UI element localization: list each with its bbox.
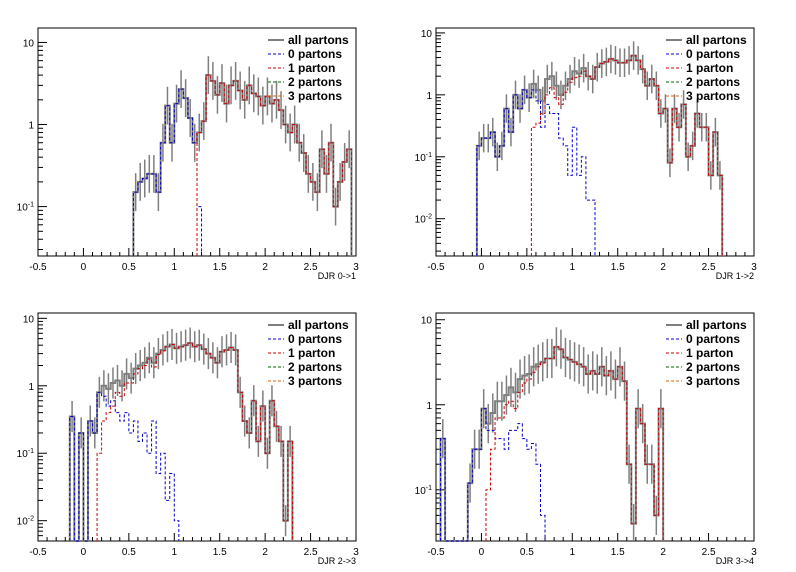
y-tick-label: 10: [421, 316, 433, 327]
legend-entry: all partons: [288, 33, 349, 47]
x-axis-label: DJR 1->2: [716, 271, 754, 281]
x-axis-label: DJR 3->4: [716, 556, 754, 566]
series-line: [485, 346, 664, 541]
y-tick-label: 10-2: [17, 516, 34, 528]
x-tick-label: 0: [81, 547, 87, 558]
y-tick-label: 1: [28, 121, 34, 132]
legend-entry: 2 partons: [686, 360, 740, 374]
series-line: [530, 55, 723, 256]
x-tick-label: 1: [570, 262, 576, 273]
x-axis-label: DJR 0->1: [318, 271, 356, 281]
x-tick-label: 0.5: [520, 547, 534, 558]
legend-entry: all partons: [288, 318, 349, 332]
legend-entry: 2 partons: [288, 75, 342, 89]
legend-entry: 0 partons: [686, 47, 740, 61]
y-tick-label: 10: [421, 29, 433, 40]
y-tick-label: 10-1: [415, 485, 432, 497]
x-tick-label: 1.5: [611, 547, 625, 558]
y-tick-label: 1: [28, 382, 34, 393]
y-tick-label: 10-2: [415, 214, 432, 226]
x-tick-label: 0: [81, 262, 87, 273]
x-tick-label: 3: [751, 547, 757, 558]
x-tick-label: 0.5: [122, 262, 136, 273]
x-tick-label: 1.5: [213, 547, 227, 558]
x-tick-label: 2: [262, 547, 268, 558]
legend-entry: all partons: [686, 318, 747, 332]
series-line: [96, 342, 293, 541]
legend-entry: 1 parton: [686, 346, 733, 360]
x-tick-label: -0.5: [427, 547, 445, 558]
y-tick-label: 10-1: [17, 448, 34, 460]
legend-entry: 3 partons: [686, 89, 740, 103]
x-tick-label: 3: [751, 262, 757, 273]
legend-entry: 1 parton: [288, 61, 335, 75]
x-axis-label: DJR 2->3: [318, 556, 356, 566]
plot-frame: [435, 27, 755, 257]
x-tick-label: 1: [172, 547, 178, 558]
legend-entry: 2 partons: [288, 360, 342, 374]
legend-entry: 1 parton: [686, 61, 733, 75]
x-tick-label: 1: [570, 547, 576, 558]
x-tick-label: 2: [660, 547, 666, 558]
series-line: [132, 88, 203, 256]
x-tick-label: 3: [353, 547, 359, 558]
y-tick-label: 1: [426, 91, 432, 102]
x-tick-label: 0.5: [122, 547, 136, 558]
x-tick-label: 2.5: [702, 547, 716, 558]
x-tick-label: 2: [660, 262, 666, 273]
legend-entry: 0 partons: [288, 332, 342, 346]
legend-entry: 3 partons: [686, 374, 740, 388]
series-line: [196, 74, 352, 256]
x-tick-label: -0.5: [427, 262, 445, 273]
legend-entry: all partons: [686, 33, 747, 47]
x-tick-label: 1.5: [213, 262, 227, 273]
y-tick-label: 10: [23, 38, 35, 49]
series-line: [476, 89, 596, 256]
x-tick-label: 3: [353, 262, 359, 273]
y-tick-label: 10-1: [17, 202, 34, 214]
series-line: [69, 391, 180, 542]
x-tick-label: 0: [479, 547, 485, 558]
y-tick-label: 10: [23, 314, 35, 325]
y-tick-label: 10-1: [415, 152, 432, 164]
x-tick-label: 2.5: [304, 547, 318, 558]
x-tick-label: 1.5: [611, 262, 625, 273]
x-tick-label: 2.5: [702, 262, 716, 273]
y-tick-label: 1: [426, 401, 432, 412]
x-tick-label: 1: [172, 262, 178, 273]
legend-entry: 0 partons: [686, 332, 740, 346]
legend-entry: 0 partons: [288, 47, 342, 61]
legend-entry: 3 partons: [288, 374, 342, 388]
x-tick-label: -0.5: [29, 547, 47, 558]
series-line: [440, 408, 546, 542]
legend-entry: 1 parton: [288, 346, 335, 360]
x-tick-label: 0: [479, 262, 485, 273]
plot-frame: [37, 312, 357, 542]
x-tick-label: -0.5: [29, 262, 47, 273]
legend-entry: 2 partons: [686, 75, 740, 89]
x-tick-label: 0.5: [520, 262, 534, 273]
x-tick-label: 2: [262, 262, 268, 273]
x-tick-label: 2.5: [304, 262, 318, 273]
plot-frame: [435, 312, 755, 542]
legend-entry: 3 partons: [288, 89, 342, 103]
